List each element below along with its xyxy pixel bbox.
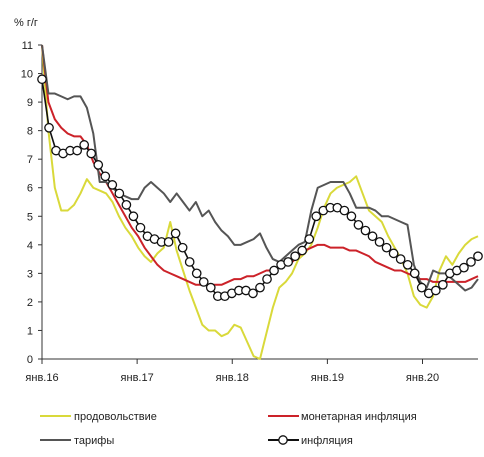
inflation-point — [388, 248, 399, 259]
inflation-point — [86, 148, 97, 159]
legend-item-food: продовольствие — [40, 411, 157, 423]
inflation-point — [191, 268, 202, 279]
inflation-point — [346, 211, 357, 222]
x-tick-label: янв.17 — [121, 372, 154, 384]
legend: продовольствие монетарная инфляция тарифы и… — [40, 411, 417, 447]
inflation-point — [44, 122, 54, 133]
inflation-point — [283, 257, 293, 267]
inflation-point — [248, 288, 258, 299]
inflation-point — [297, 245, 308, 256]
inflation-point — [79, 140, 90, 150]
inflation-point — [135, 222, 146, 233]
inflation-point — [311, 211, 322, 222]
series-line-monetary — [41, 44, 479, 286]
legend-item-inflation: инфляция — [268, 435, 353, 447]
legend-label: продовольствие — [74, 411, 157, 423]
y-tick-label: 0 — [27, 354, 33, 366]
inflation-point — [437, 279, 448, 290]
series-line-food — [41, 44, 479, 360]
inflation-point — [269, 265, 279, 276]
y-tick-label: 9 — [27, 97, 33, 109]
legend-marker — [278, 435, 288, 445]
legend-label: тарифы — [74, 435, 114, 447]
inflation-point — [360, 225, 371, 236]
x-tick-label: янв.20 — [406, 372, 439, 384]
y-axis-unit-label: % г/г — [14, 17, 38, 29]
inflation-point — [205, 282, 216, 293]
inflation-point — [262, 274, 272, 284]
y-tick-label: 11 — [22, 40, 33, 52]
inflation-point — [93, 160, 104, 170]
inflation-point — [128, 211, 139, 222]
inflation-point — [100, 171, 111, 182]
x-tick-label: янв.19 — [311, 372, 344, 384]
inflation-point — [466, 257, 476, 267]
inflation-point — [177, 242, 188, 253]
inflation-point — [409, 268, 420, 279]
x-tick-label: янв.18 — [216, 372, 249, 384]
series-layer — [37, 44, 483, 360]
y-tick-label: 4 — [27, 240, 33, 252]
x-tick-label: янв.16 — [25, 372, 58, 384]
inflation-point — [374, 237, 385, 247]
inflation-point — [473, 251, 483, 262]
inflation-point — [416, 282, 427, 293]
y-tick-label: 1 — [27, 325, 33, 337]
inflation-point — [184, 257, 195, 267]
inflation-point — [114, 188, 125, 199]
inflation-point — [395, 254, 406, 264]
series-line-tariffs — [41, 44, 479, 292]
y-tick-label: 3 — [27, 268, 33, 280]
legend-label: монетарная инфляция — [301, 411, 417, 423]
legend-label: инфляция — [301, 435, 353, 447]
legend-item-monetary: монетарная инфляция — [268, 411, 417, 423]
inflation-point — [163, 237, 174, 247]
y-tick-label: 6 — [27, 183, 33, 195]
legend-item-tariffs: тарифы — [40, 435, 114, 447]
inflation-point — [304, 234, 315, 244]
inflation-point — [367, 231, 378, 242]
inflation-point — [353, 219, 364, 230]
inflation-point — [339, 205, 350, 216]
y-tick-label: 10 — [21, 69, 33, 81]
inflation-point — [381, 242, 392, 253]
inflation-point — [37, 74, 47, 85]
y-tick-label: 8 — [27, 126, 33, 138]
inflation-point — [402, 259, 413, 270]
y-tick-label: 7 — [27, 154, 33, 166]
inflation-point — [459, 262, 469, 273]
inflation-point — [255, 282, 265, 293]
inflation-point — [430, 285, 441, 296]
y-tick-label: 5 — [27, 211, 33, 223]
y-tick-label: 2 — [27, 297, 33, 309]
inflation-point — [198, 277, 209, 287]
axes: 0 1 2 3 4 5 6 7 8 9 10 11 янв.16 янв.17 янв.18 янв.19 ян… — [21, 40, 478, 384]
inflation-point — [170, 228, 181, 239]
inflation-point — [72, 145, 83, 156]
inflation-point — [107, 180, 118, 190]
series-line-inflation — [41, 79, 479, 298]
inflation-point — [121, 200, 132, 210]
inflation-point — [290, 251, 301, 262]
